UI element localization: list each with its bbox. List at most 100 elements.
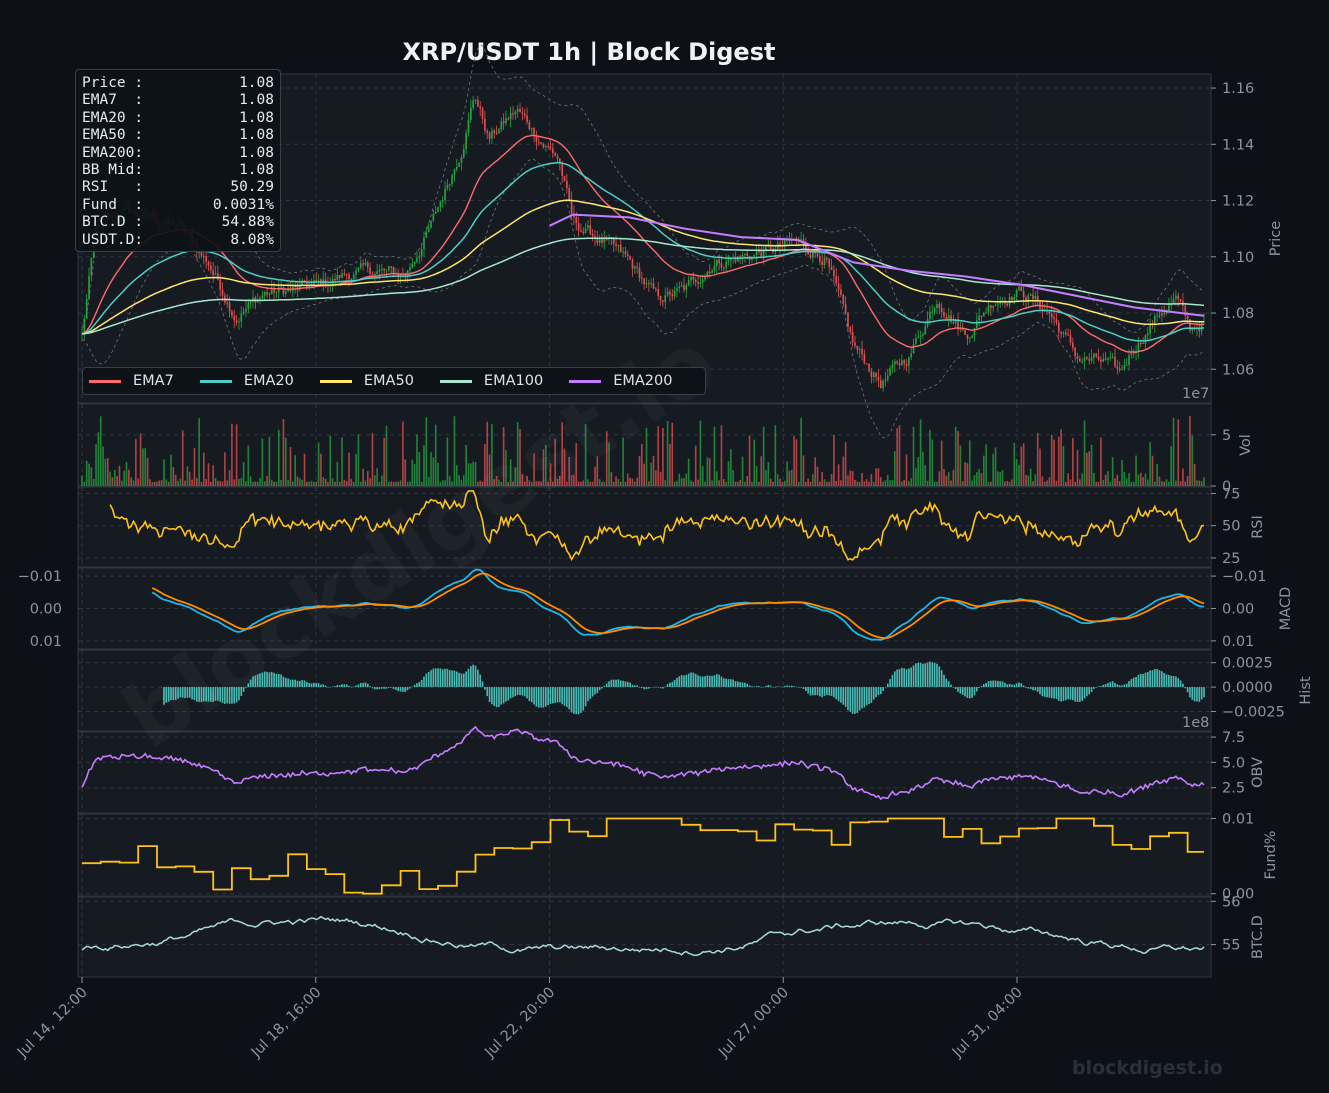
candle-body bbox=[1067, 334, 1069, 336]
candle-body bbox=[317, 279, 320, 281]
hist-bar bbox=[666, 684, 669, 688]
hist-bar bbox=[299, 680, 301, 688]
candle-body bbox=[580, 230, 582, 232]
volume-bar bbox=[601, 481, 603, 486]
hist-bar bbox=[477, 669, 479, 688]
volume-bar bbox=[549, 463, 552, 486]
volume-bar bbox=[172, 467, 175, 486]
legend-swatch-ema200 bbox=[569, 379, 602, 383]
candle-body bbox=[1121, 369, 1123, 371]
candle-body bbox=[648, 283, 650, 285]
volume-bar bbox=[594, 466, 596, 486]
candle-body bbox=[1093, 353, 1095, 358]
y-tick-label-macd: 0.00 bbox=[1222, 602, 1254, 618]
hist-bar bbox=[1043, 687, 1046, 697]
candle-body bbox=[676, 287, 678, 291]
candle-body bbox=[1146, 333, 1149, 336]
volume-bar bbox=[151, 481, 154, 486]
candle-body bbox=[1107, 358, 1109, 360]
volume-bar bbox=[465, 444, 467, 486]
y-axis-label-rsi: RSI bbox=[1250, 515, 1266, 539]
y-axis-label-macd: MACD bbox=[1278, 587, 1294, 630]
candle-body bbox=[477, 99, 479, 107]
hist-bar bbox=[643, 687, 645, 690]
hist-bar bbox=[303, 680, 306, 688]
hist-bar bbox=[1149, 670, 1151, 688]
candle-body bbox=[362, 263, 364, 265]
volume-bar bbox=[427, 476, 430, 486]
hist-bar bbox=[748, 685, 751, 688]
candle-body bbox=[566, 181, 568, 189]
hist-bar bbox=[617, 679, 620, 688]
candle-body bbox=[1013, 297, 1016, 301]
hist-bar bbox=[385, 687, 388, 689]
candle-body bbox=[617, 245, 620, 247]
hist-bar bbox=[945, 678, 948, 688]
hist-bar bbox=[612, 679, 615, 688]
volume-bar bbox=[638, 455, 641, 486]
volume-bar bbox=[411, 459, 414, 486]
volume-bar bbox=[357, 434, 360, 486]
hist-bar bbox=[1088, 687, 1091, 695]
hist-bar bbox=[1093, 687, 1095, 689]
legend-label-ema100: EMA100 bbox=[483, 373, 544, 389]
candle-body bbox=[1022, 290, 1025, 298]
volume-bar bbox=[1015, 458, 1018, 486]
hist-bar bbox=[1198, 687, 1201, 702]
candle-body bbox=[481, 108, 484, 120]
hist-bar bbox=[961, 687, 964, 695]
hist-bar bbox=[753, 686, 756, 688]
hist-bar bbox=[931, 662, 934, 688]
candle-body bbox=[917, 336, 920, 339]
candle-body bbox=[1088, 358, 1091, 361]
volume-bar bbox=[341, 437, 343, 486]
candle-body bbox=[226, 302, 229, 304]
candle-body bbox=[448, 184, 451, 186]
hist-bar bbox=[837, 687, 840, 702]
volume-bar bbox=[263, 481, 266, 486]
hist-bar bbox=[802, 687, 805, 689]
candle-body bbox=[1116, 366, 1119, 369]
hist-bar bbox=[835, 687, 838, 700]
volume-bar bbox=[776, 474, 779, 486]
volume-bar bbox=[1039, 448, 1041, 486]
volume-bar bbox=[1170, 446, 1173, 486]
candle-body bbox=[1128, 355, 1130, 365]
candle-body bbox=[758, 251, 760, 253]
volume-bar bbox=[92, 479, 95, 486]
candle-body bbox=[891, 364, 894, 369]
candle-body bbox=[765, 246, 767, 250]
volume-bar bbox=[488, 454, 491, 486]
candle-body bbox=[823, 257, 826, 265]
volume-bar bbox=[458, 475, 460, 486]
volume-bar bbox=[713, 426, 716, 486]
candle-body bbox=[809, 254, 812, 258]
candle-body bbox=[385, 269, 388, 271]
candle-body bbox=[526, 115, 528, 123]
candle-body bbox=[296, 285, 299, 289]
hist-bar bbox=[444, 668, 446, 688]
candle-body bbox=[584, 228, 587, 233]
hist-bar bbox=[795, 686, 798, 688]
candle-body bbox=[701, 279, 704, 283]
volume-bar bbox=[891, 480, 894, 486]
candle-body bbox=[505, 118, 507, 124]
hist-bar bbox=[259, 673, 261, 688]
volume-bar bbox=[975, 472, 978, 486]
x-tick-label: Jul 27, 00:00 bbox=[715, 985, 792, 1062]
volume-bar bbox=[603, 481, 606, 486]
volume-bar bbox=[997, 471, 999, 486]
hist-bar bbox=[451, 670, 453, 688]
hist-bar bbox=[460, 673, 463, 688]
hist-bar bbox=[577, 687, 580, 715]
y-tick-label-price: 1.06 bbox=[1222, 362, 1254, 378]
volume-bar bbox=[912, 426, 915, 486]
candle-body bbox=[779, 243, 781, 246]
hist-bar bbox=[1170, 675, 1173, 688]
hist-bar bbox=[570, 687, 573, 713]
candle-body bbox=[1069, 335, 1072, 343]
candle-body bbox=[673, 290, 676, 297]
hist-bar bbox=[919, 662, 922, 688]
hist-bar bbox=[915, 663, 917, 688]
hist-bar bbox=[868, 687, 870, 704]
